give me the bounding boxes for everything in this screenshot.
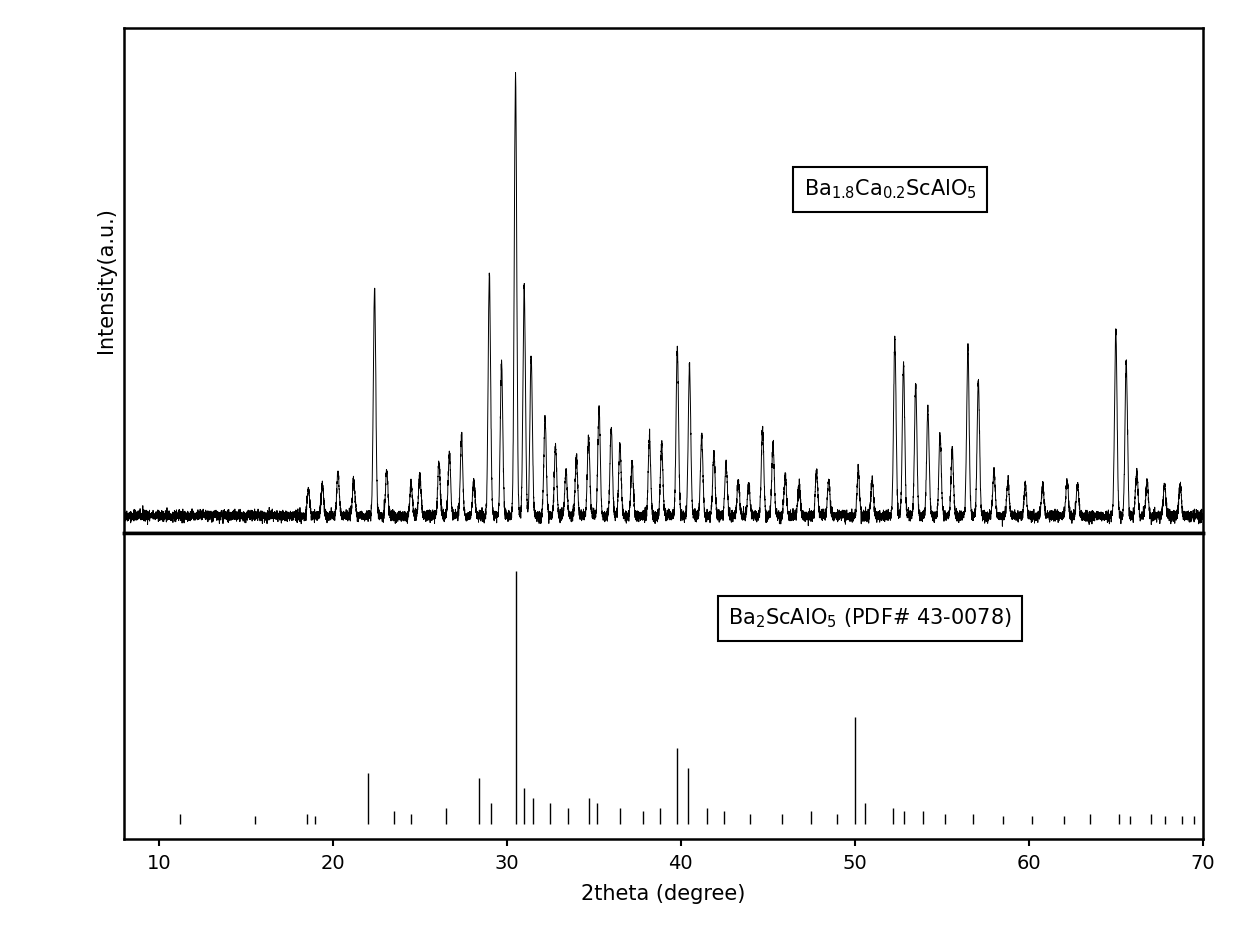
Text: Ba$_2$ScAlO$_5$ (PDF# 43-0078): Ba$_2$ScAlO$_5$ (PDF# 43-0078)	[728, 607, 1012, 630]
X-axis label: 2theta (degree): 2theta (degree)	[582, 884, 745, 904]
Text: Ba$_{1.8}$Ca$_{0.2}$ScAlO$_5$: Ba$_{1.8}$Ca$_{0.2}$ScAlO$_5$	[804, 178, 977, 201]
Y-axis label: Intensity(a.u.): Intensity(a.u.)	[95, 208, 115, 353]
